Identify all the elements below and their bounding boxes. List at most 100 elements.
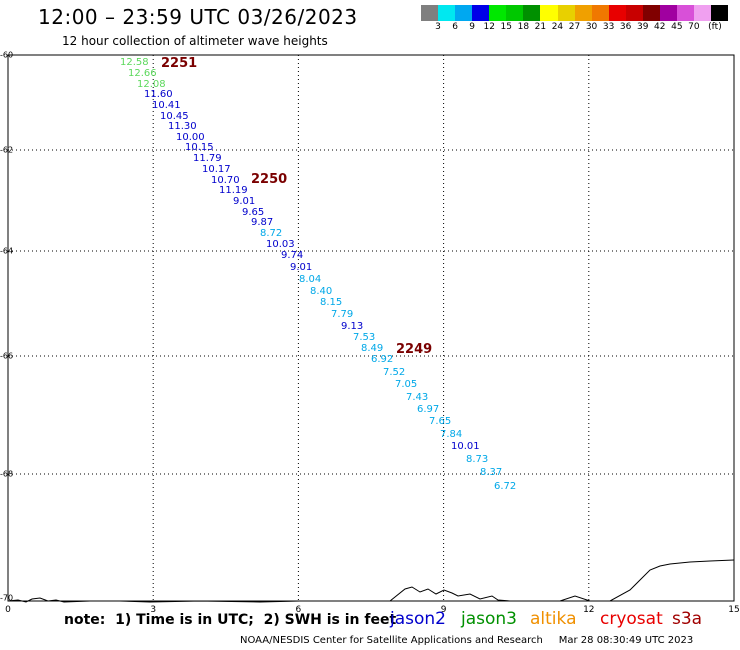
legend-tick-label: 6 — [452, 22, 458, 32]
wave-height-value: 10.01 — [451, 441, 480, 452]
wave-height-value: 8.49 — [361, 343, 384, 354]
pass-time-label: 2251 — [161, 56, 198, 71]
coastline-antarctica — [7, 559, 735, 603]
legend-swatch — [659, 5, 677, 21]
legend-tick-label: 18 — [517, 22, 530, 32]
longitude-label: 6 — [295, 605, 302, 615]
wave-height-value: 10.45 — [160, 111, 189, 122]
footer-credit: NOAA/NESDIS Center for Satellite Applica… — [240, 635, 694, 646]
wave-height-value: 10.15 — [185, 142, 214, 153]
wave-height-value: 9.13 — [341, 321, 364, 332]
wave-height-value: 9.65 — [242, 207, 265, 218]
legend-tick-label: 39 — [636, 22, 649, 32]
map-grid — [8, 55, 734, 601]
wave-height-value: 9.01 — [290, 262, 313, 273]
legend-tick-label: 21 — [534, 22, 547, 32]
legend-tick-label: 27 — [568, 22, 581, 32]
wave-height-value: 7.79 — [331, 309, 354, 320]
wave-height-value: 7.53 — [353, 332, 376, 343]
legend-tick-label: 30 — [585, 22, 598, 32]
wave-height-value: 7.52 — [383, 367, 406, 378]
wave-height-value: 10.03 — [266, 239, 295, 250]
legend-swatch — [608, 5, 626, 21]
satellite-name: jason2 — [390, 609, 446, 629]
longitude-label: 12 — [583, 605, 595, 615]
satellite-name: s3a — [672, 609, 703, 629]
page-subtitle: 12 hour collection of altimeter wave hei… — [62, 34, 328, 48]
wave-height-value: 12.08 — [137, 79, 166, 90]
wave-height-value: 6.92 — [371, 354, 394, 365]
legend-swatch — [540, 5, 558, 21]
legend-tick-label: 9 — [469, 22, 476, 32]
wave-height-value: 9.87 — [251, 217, 274, 228]
legend-tick-label: 70 — [688, 22, 700, 32]
legend-tick-label: 15 — [500, 22, 512, 32]
legend-tick-label: 36 — [619, 22, 632, 32]
wave-height-value: 11.19 — [219, 185, 248, 196]
legend-swatch — [489, 5, 507, 21]
wave-height-value: 8.72 — [260, 228, 283, 239]
wave-height-value: 7.43 — [406, 392, 429, 403]
legend-tick-label: 12 — [483, 22, 495, 32]
wave-height-value: 8.04 — [299, 274, 322, 285]
pass-time-label: 2250 — [251, 172, 288, 187]
wave-height-value: 11.79 — [193, 153, 222, 164]
wave-height-value: 10.00 — [176, 132, 205, 143]
longitude-label: 3 — [150, 605, 157, 615]
wave-height-value: 10.41 — [152, 100, 181, 111]
legend-swatch — [506, 5, 524, 21]
wave-height-value: 9.01 — [233, 196, 256, 207]
legend-swatch — [472, 5, 490, 21]
map-frame — [7, 54, 735, 602]
wave-height-value: 10.70 — [211, 175, 240, 186]
legend-swatch — [557, 5, 575, 21]
latitude-label: -70 — [0, 593, 14, 603]
wave-height-value: 7.05 — [395, 379, 418, 390]
wave-height-value: 8.73 — [466, 454, 489, 465]
legend-tick-label: 3 — [435, 22, 441, 32]
wave-height-value: 7.84 — [440, 429, 463, 440]
legend-tick-label: 33 — [602, 22, 615, 32]
legend-tick-label: 45 — [671, 22, 683, 32]
legend-tick-label: 42 — [654, 22, 666, 32]
legend-swatch — [574, 5, 592, 21]
wave-height-value: 12.58 — [120, 57, 149, 68]
wave-height-value: 10.17 — [202, 164, 231, 175]
legend-unit: (ft) — [708, 22, 722, 32]
wave-height-value: 6.97 — [417, 404, 440, 415]
legend-swatch — [438, 5, 456, 21]
wave-height-value: 11.60 — [144, 89, 173, 100]
legend-swatch — [421, 5, 439, 21]
footer-note: note: 1) Time is in UTC; 2) SWH is in fe… — [64, 612, 397, 628]
legend-tick-label: 24 — [551, 22, 564, 32]
latitude-label: -62 — [0, 145, 14, 155]
satellite-name: altika — [530, 609, 577, 629]
wave-height-value: 11.30 — [168, 121, 197, 132]
wave-height-value: 6.72 — [494, 481, 517, 492]
longitude-label: 0 — [5, 605, 11, 615]
color-legend — [421, 5, 729, 21]
legend-swatch — [523, 5, 541, 21]
wave-height-value: 8.40 — [310, 286, 333, 297]
legend-swatch — [591, 5, 609, 21]
pass-time-label: 2249 — [396, 342, 433, 357]
longitude-label: 9 — [440, 605, 447, 615]
page-title: 12:00 – 23:59 UTC 03/26/2023 — [38, 5, 358, 29]
satellite-name: jason3 — [461, 609, 517, 629]
legend-swatch — [642, 5, 660, 21]
legend-swatch — [711, 5, 729, 21]
wave-height-value: 8.15 — [320, 297, 343, 308]
legend-swatch — [694, 5, 712, 21]
wave-height-value: 9.74 — [281, 250, 304, 261]
wave-height-value: 12.66 — [128, 68, 157, 79]
wave-height-value: 8.37 — [480, 467, 503, 478]
legend-swatch — [676, 5, 694, 21]
legend-swatch — [625, 5, 643, 21]
legend-swatch — [455, 5, 473, 21]
wave-height-value: 7.65 — [429, 416, 452, 427]
latitude-label: -60 — [0, 50, 14, 60]
latitude-label: -68 — [0, 469, 14, 479]
longitude-label: 15 — [728, 605, 740, 615]
latitude-label: -64 — [0, 246, 14, 256]
